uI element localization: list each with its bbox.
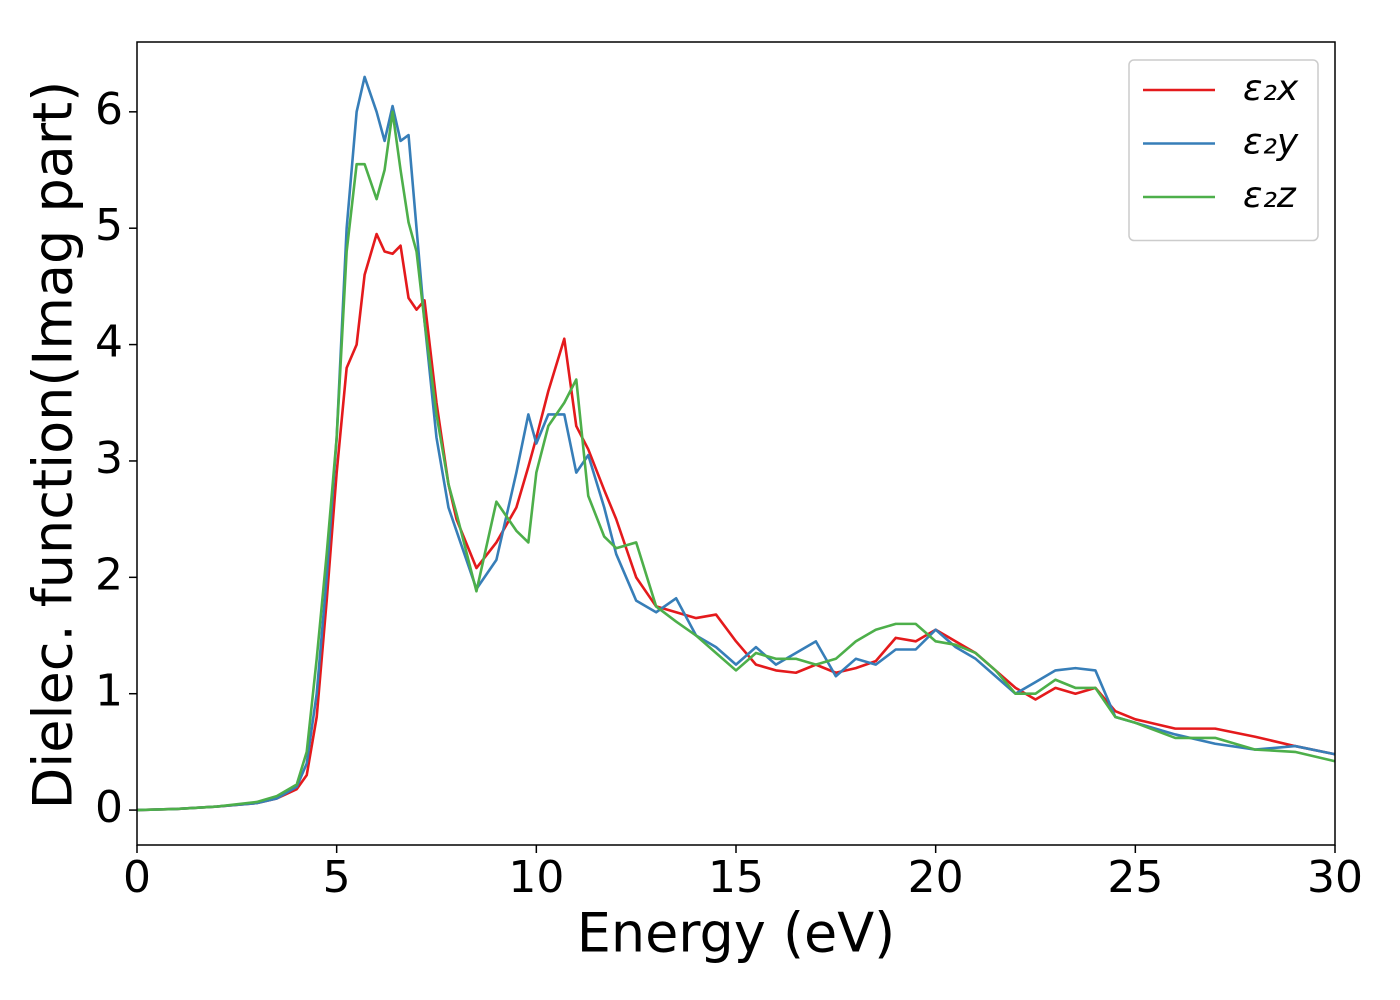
legend-label: ε₂x [1243,68,1299,109]
y-tick-label: 3 [95,433,123,484]
x-tick-label: 0 [123,852,151,903]
series-line [136,75,1336,812]
x-axis-label: Energy (eV) [577,902,896,965]
series-line [136,232,1336,812]
y-tick-label: 1 [95,666,123,717]
legend-label: ε₂z [1243,175,1297,216]
x-tick-label: 15 [708,852,764,903]
legend-label: ε₂y [1243,122,1299,163]
x-tick-label: 20 [908,852,964,903]
plot-frame [136,41,1336,846]
x-tick-label: 30 [1307,852,1363,903]
y-tick-label: 0 [95,782,123,833]
x-tick-label: 10 [508,852,564,903]
legend-box [1128,59,1319,242]
y-tick-label: 4 [95,317,123,368]
series-line [136,110,1336,812]
y-tick-label: 5 [95,200,123,251]
x-tick-label: 5 [323,852,351,903]
y-tick-label: 2 [95,549,123,600]
y-tick-label: 6 [95,84,123,135]
x-tick-label: 25 [1107,852,1163,903]
y-axis-label: Dielec. function(Imag part) [22,81,85,810]
